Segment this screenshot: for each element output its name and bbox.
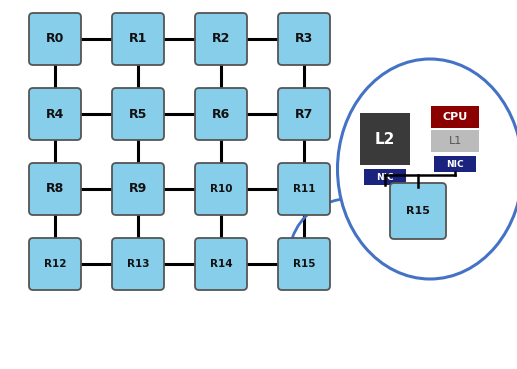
Text: R12: R12 [44, 259, 66, 269]
FancyBboxPatch shape [278, 163, 330, 215]
Text: R4: R4 [46, 107, 64, 121]
Text: R15: R15 [406, 206, 430, 216]
FancyBboxPatch shape [195, 238, 247, 290]
FancyBboxPatch shape [278, 238, 330, 290]
Text: CPU: CPU [443, 112, 467, 122]
Text: R13: R13 [127, 259, 149, 269]
FancyBboxPatch shape [29, 88, 81, 140]
FancyBboxPatch shape [29, 238, 81, 290]
Text: L1: L1 [448, 136, 462, 146]
Text: R10: R10 [210, 184, 232, 194]
FancyBboxPatch shape [434, 156, 476, 172]
Text: R5: R5 [129, 107, 147, 121]
FancyBboxPatch shape [29, 163, 81, 215]
FancyBboxPatch shape [431, 130, 479, 152]
FancyBboxPatch shape [431, 106, 479, 128]
Text: L2: L2 [375, 131, 395, 146]
FancyBboxPatch shape [195, 88, 247, 140]
FancyBboxPatch shape [278, 13, 330, 65]
FancyArrowPatch shape [289, 200, 340, 248]
FancyBboxPatch shape [195, 163, 247, 215]
FancyBboxPatch shape [112, 13, 164, 65]
FancyBboxPatch shape [195, 13, 247, 65]
FancyBboxPatch shape [364, 169, 406, 185]
Text: R11: R11 [293, 184, 315, 194]
FancyBboxPatch shape [360, 113, 410, 165]
Text: NIC: NIC [376, 172, 394, 182]
Text: R15: R15 [293, 259, 315, 269]
Text: R2: R2 [212, 32, 230, 45]
Text: R8: R8 [46, 183, 64, 196]
Text: R1: R1 [129, 32, 147, 45]
Text: R6: R6 [212, 107, 230, 121]
Ellipse shape [338, 59, 517, 279]
Text: R14: R14 [210, 259, 232, 269]
FancyBboxPatch shape [112, 163, 164, 215]
Text: R9: R9 [129, 183, 147, 196]
FancyBboxPatch shape [390, 183, 446, 239]
FancyBboxPatch shape [112, 238, 164, 290]
FancyBboxPatch shape [29, 13, 81, 65]
Text: R7: R7 [295, 107, 313, 121]
Text: R0: R0 [46, 32, 64, 45]
FancyBboxPatch shape [278, 88, 330, 140]
FancyBboxPatch shape [112, 88, 164, 140]
Text: NIC: NIC [446, 159, 464, 169]
Text: R3: R3 [295, 32, 313, 45]
